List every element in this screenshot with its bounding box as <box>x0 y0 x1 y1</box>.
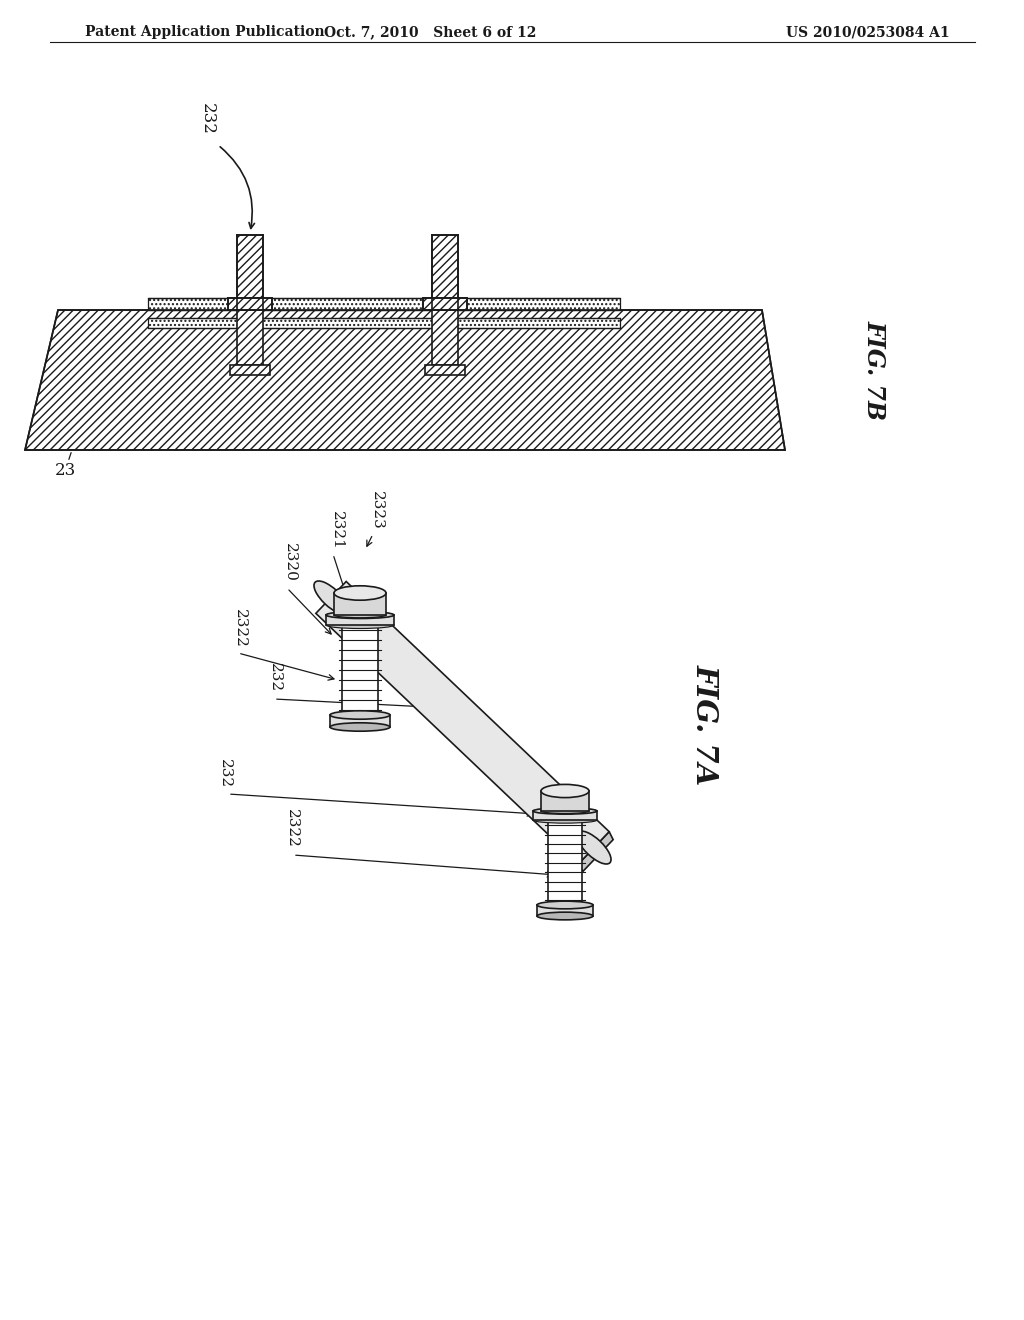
Text: 232: 232 <box>218 759 232 788</box>
Text: FIG. 7B: FIG. 7B <box>863 319 887 420</box>
Ellipse shape <box>534 808 597 814</box>
Polygon shape <box>330 715 390 727</box>
Polygon shape <box>423 298 467 310</box>
Ellipse shape <box>330 723 390 731</box>
Text: 232: 232 <box>268 663 282 692</box>
Polygon shape <box>237 235 263 310</box>
Ellipse shape <box>326 611 394 619</box>
Polygon shape <box>25 310 785 450</box>
Text: 2320: 2320 <box>283 543 297 582</box>
Ellipse shape <box>537 912 593 920</box>
Ellipse shape <box>330 710 390 719</box>
Text: Patent Application Publication: Patent Application Publication <box>85 25 325 40</box>
Polygon shape <box>237 310 263 366</box>
Polygon shape <box>432 235 458 310</box>
Polygon shape <box>342 615 378 715</box>
Text: 2321: 2321 <box>330 511 344 550</box>
Polygon shape <box>534 810 597 820</box>
Ellipse shape <box>577 832 611 865</box>
Polygon shape <box>315 582 609 863</box>
Polygon shape <box>548 810 582 906</box>
Polygon shape <box>425 366 465 375</box>
Polygon shape <box>432 310 458 366</box>
Text: Oct. 7, 2010   Sheet 6 of 12: Oct. 7, 2010 Sheet 6 of 12 <box>324 25 537 40</box>
Ellipse shape <box>314 581 348 614</box>
Text: 2322: 2322 <box>285 809 299 847</box>
Polygon shape <box>541 791 589 810</box>
Text: 2323: 2323 <box>370 491 384 531</box>
Polygon shape <box>228 298 272 310</box>
Ellipse shape <box>334 612 386 618</box>
Ellipse shape <box>326 622 394 628</box>
Polygon shape <box>230 366 270 375</box>
Polygon shape <box>334 593 386 615</box>
Ellipse shape <box>541 808 589 813</box>
Text: 23: 23 <box>55 462 76 479</box>
Text: 2322: 2322 <box>233 609 247 648</box>
Ellipse shape <box>537 902 593 909</box>
Polygon shape <box>148 318 620 327</box>
Text: FIG. 7A: FIG. 7A <box>690 664 720 785</box>
Polygon shape <box>148 298 620 310</box>
Text: 232: 232 <box>199 103 215 135</box>
Polygon shape <box>537 906 593 916</box>
Ellipse shape <box>541 784 589 797</box>
Polygon shape <box>326 615 394 624</box>
Text: US 2010/0253084 A1: US 2010/0253084 A1 <box>786 25 950 40</box>
Ellipse shape <box>334 586 386 601</box>
Polygon shape <box>579 832 613 871</box>
Ellipse shape <box>534 817 597 824</box>
